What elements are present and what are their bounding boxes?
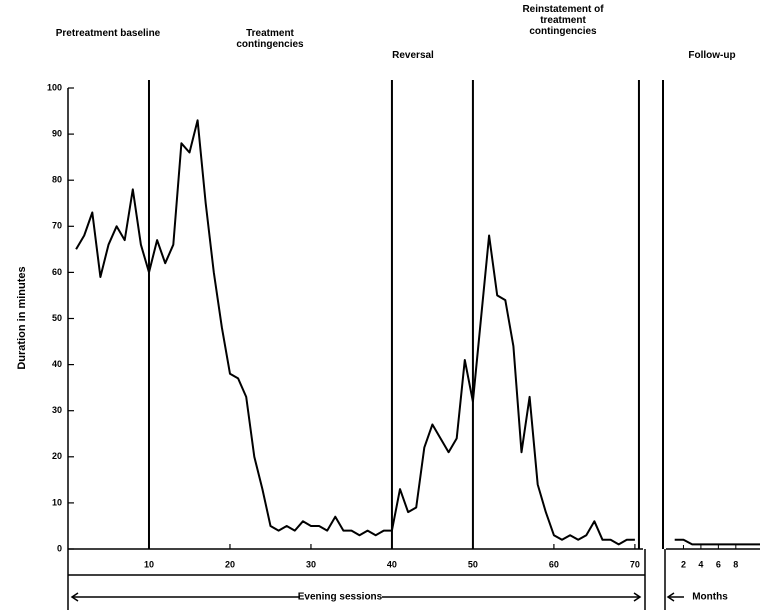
x2-axis-label: Months (692, 592, 728, 603)
y-tick-label: 40 (52, 359, 62, 369)
phase-label: Reversal (392, 50, 434, 61)
x2-tick-label: 2 (681, 559, 686, 569)
y-axis-label: Duration in minutes (16, 266, 28, 369)
y-tick-label: 30 (52, 405, 62, 415)
x-tick-label: 70 (630, 559, 640, 569)
x-tick-label: 50 (468, 559, 478, 569)
data-line (75, 119, 635, 546)
y-tick-label: 50 (52, 313, 62, 323)
y-tick-label: 10 (52, 497, 62, 507)
x-axis-label: Evening sessions (298, 592, 383, 603)
y-tick-label: 70 (52, 221, 62, 231)
x2-tick-label: 4 (698, 559, 703, 569)
x-tick-label: 30 (306, 559, 316, 569)
x2-tick-label: 6 (716, 559, 721, 569)
y-tick-label: 90 (52, 128, 62, 138)
phase-label: Reinstatement of treatment contingencies (522, 4, 604, 37)
x-tick-label: 40 (387, 559, 397, 569)
decor (67, 549, 684, 610)
phase-label: Treatment contingencies (236, 28, 304, 50)
y-tick-label: 0 (57, 543, 62, 553)
x2-tick-label: 8 (733, 559, 738, 569)
y-tick-label: 20 (52, 451, 62, 461)
y-tick-label: 80 (52, 175, 62, 185)
y-tick-label: 100 (47, 82, 62, 92)
phase-label: Pretreatment baseline (55, 28, 161, 39)
phase-label: Follow-up (688, 50, 736, 61)
x-tick-label: 60 (549, 559, 559, 569)
y-tick-label: 60 (52, 267, 62, 277)
x-tick-label: 20 (225, 559, 235, 569)
x-tick-label: 10 (144, 559, 154, 569)
data-line (674, 538, 760, 546)
